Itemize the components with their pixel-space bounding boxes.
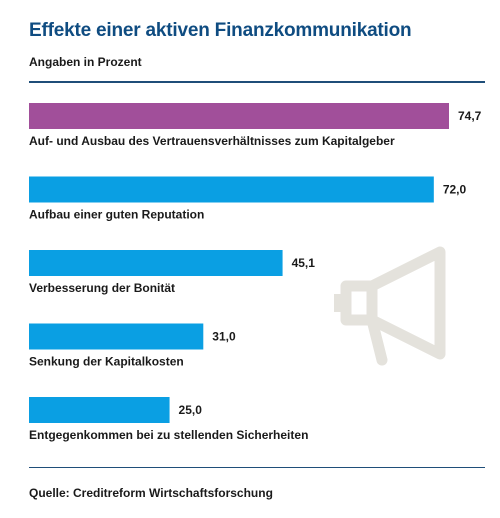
bar-value-label: 31,0 (212, 330, 236, 344)
bar-value-label: 74,7 (458, 109, 482, 123)
footer-divider (29, 467, 485, 468)
bar-5 (29, 397, 170, 423)
category-label: Verbesserung der Bonität (29, 281, 175, 295)
chart-title: Effekte einer aktiven Finanzkommunikatio… (29, 20, 412, 41)
bar-3 (29, 250, 283, 276)
category-label: Entgegenkommen bei zu stellenden Sicherh… (29, 428, 308, 442)
category-label: Senkung der Kapitalkosten (29, 355, 184, 369)
bar-value-label: 45,1 (292, 256, 316, 270)
category-label: Auf- und Ausbau des Vertrauensverhältnis… (29, 134, 395, 148)
bar-1 (29, 103, 449, 129)
bar-value-label: 25,0 (179, 403, 203, 417)
bar-4 (29, 323, 204, 350)
category-label: Aufbau einer guten Reputation (29, 208, 204, 222)
bar-value-label: 72,0 (443, 183, 467, 197)
chart-subtitle: Angaben in Prozent (29, 55, 142, 69)
source-note: Quelle: Creditreform Wirtschaftsforschun… (29, 486, 273, 500)
header-divider (29, 81, 485, 83)
bar-2 (29, 176, 434, 203)
megaphone-icon (334, 246, 446, 366)
